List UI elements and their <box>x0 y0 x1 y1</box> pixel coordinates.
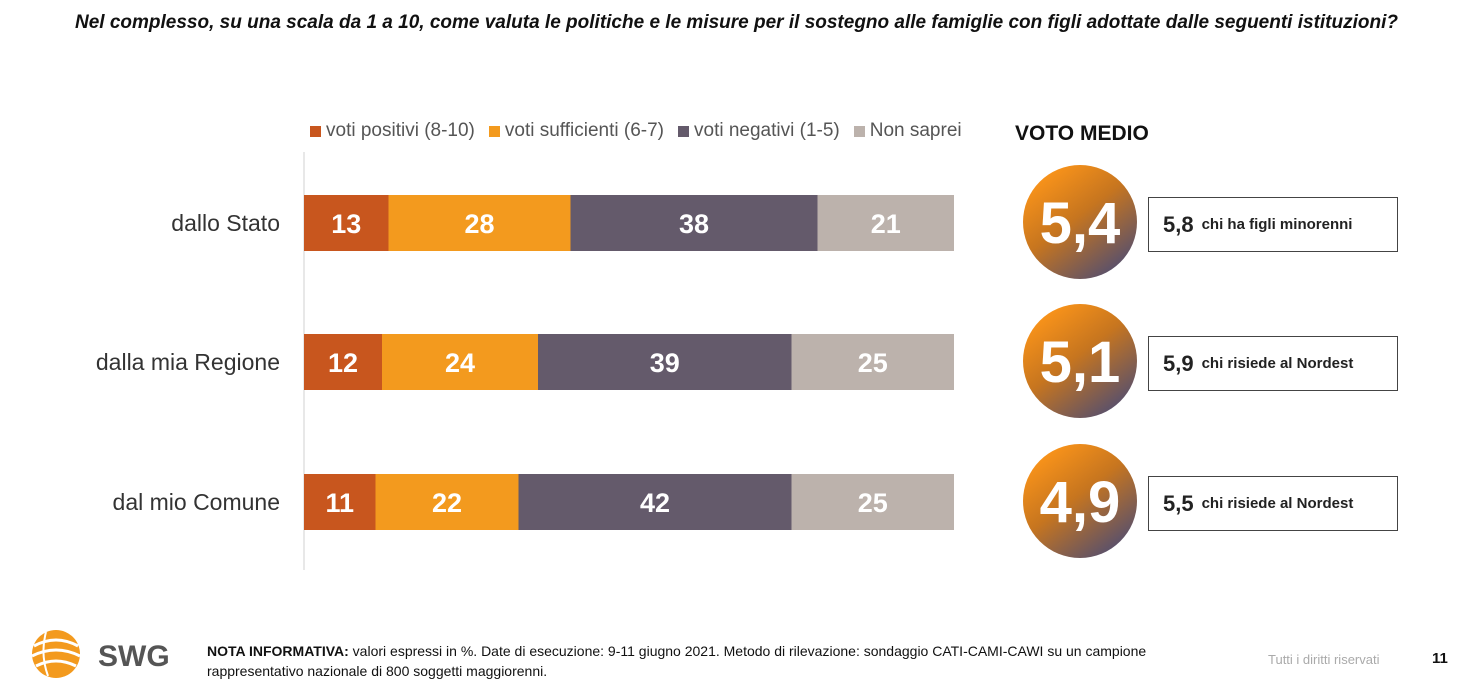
subgroup-note-box: 5,8 chi ha figli minorenni <box>1148 197 1398 252</box>
category-label: dallo Stato <box>171 210 280 236</box>
bar-segment-value: 21 <box>871 209 901 239</box>
bar-segment-positivi <box>304 474 376 530</box>
subgroup-note-box: 5,9 chi risiede al Nordest <box>1148 336 1398 391</box>
bar-segment-value: 13 <box>331 209 361 239</box>
legend-item-positivi: voti positivi (8-10) <box>310 120 475 142</box>
legend-label-sufficienti: voti sufficienti (6-7) <box>504 120 664 141</box>
page-title: Nel complesso, su una scala da 1 a 10, c… <box>75 12 1398 33</box>
legend-label-non-saprei: Non saprei <box>869 120 962 141</box>
voto-medio-title: VOTO MEDIO <box>1015 122 1149 145</box>
voto-medio-value: 4,9 <box>1040 470 1121 535</box>
bar-segment-value: 24 <box>445 348 475 378</box>
bar-segment-non-saprei <box>817 195 954 251</box>
bar-segment-value: 42 <box>640 488 670 518</box>
subgroup-note-value: 5,8 <box>1163 211 1194 237</box>
legend-swatch-positivi <box>310 125 321 137</box>
bar-segment-value: 25 <box>858 488 888 518</box>
subgroup-note-box: 5,5 chi risiede al Nordest <box>1148 476 1398 531</box>
bar-segment-sufficienti <box>375 474 519 530</box>
legend-item-non-saprei: Non saprei <box>853 120 962 142</box>
bar-segment-negativi <box>570 195 818 251</box>
subgroup-note-value: 5,9 <box>1163 350 1194 376</box>
subgroup-note-text: chi risiede al Nordest <box>1201 495 1354 512</box>
rights-text: Tutti i diritti riservati <box>1268 652 1380 667</box>
footer-note-text: valori espressi in %. Date di esecuzione… <box>207 643 1147 679</box>
bar-segment-non-saprei <box>791 474 954 530</box>
bar-segment-positivi <box>304 334 382 390</box>
bar-segment-negativi <box>518 474 792 530</box>
category-label: dal mio Comune <box>113 489 280 515</box>
voto-medio-value: 5,1 <box>1040 330 1121 395</box>
legend-item-sufficienti: voti sufficienti (6-7) <box>488 120 664 142</box>
voto-medio-circle <box>1023 165 1137 279</box>
legend-label-positivi: voti positivi (8-10) <box>326 120 475 141</box>
swg-logo-text: SWG <box>98 640 170 673</box>
subgroup-note-text: chi ha figli minorenni <box>1201 216 1353 233</box>
voto-medio-circle <box>1023 304 1137 418</box>
legend-swatch-negativi <box>678 125 689 137</box>
legend-item-negativi: voti negativi (1-5) <box>678 120 840 142</box>
page-number: 11 <box>1432 650 1448 667</box>
bar-segment-negativi <box>538 334 792 390</box>
subgroup-note-text: chi risiede al Nordest <box>1201 355 1354 372</box>
bar-segment-positivi <box>304 195 389 251</box>
footer-note-label: NOTA INFORMATIVA: <box>207 643 349 659</box>
bar-segment-sufficienti <box>388 195 571 251</box>
footer-note: NOTA INFORMATIVA: valori espressi in %. … <box>207 641 1167 681</box>
bar-segment-value: 22 <box>432 488 462 518</box>
voto-medio-circle <box>1023 444 1137 558</box>
category-label: dalla mia Regione <box>96 349 280 375</box>
voto-medio-value: 5,4 <box>1040 191 1121 256</box>
subgroup-note-value: 5,5 <box>1163 490 1194 516</box>
swg-logo: SWG <box>31 630 170 678</box>
bar-segment-value: 12 <box>328 348 358 378</box>
bar-segment-value: 25 <box>858 348 888 378</box>
legend-swatch-non-saprei <box>853 125 865 137</box>
chart-legend: voti positivi (8-10) voti sufficienti (6… <box>310 120 976 142</box>
bar-segment-value: 38 <box>679 209 709 239</box>
legend-label-negativi: voti negativi (1-5) <box>694 120 840 141</box>
bar-segment-value: 11 <box>325 488 354 518</box>
bar-segment-value: 28 <box>464 209 494 239</box>
bar-segment-value: 39 <box>650 348 680 378</box>
bar-segment-non-saprei <box>791 334 954 390</box>
bar-segment-sufficienti <box>382 334 538 390</box>
legend-swatch-sufficienti <box>488 125 500 137</box>
